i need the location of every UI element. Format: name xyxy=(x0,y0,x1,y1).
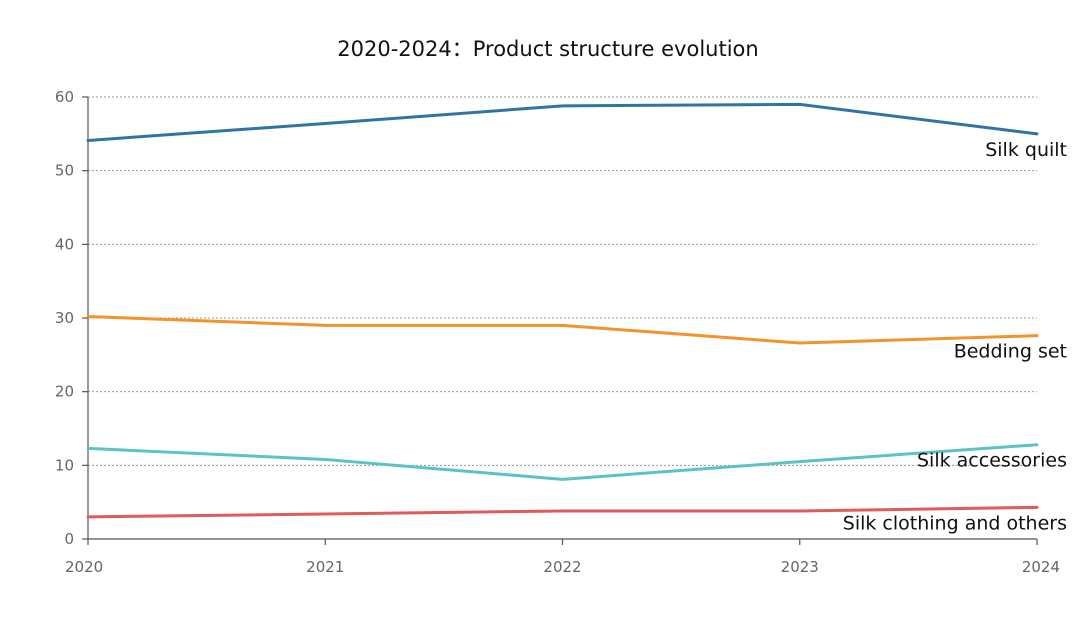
x-tick-label: 2020 xyxy=(65,558,103,576)
y-tick-label: 40 xyxy=(55,235,74,253)
series-lines xyxy=(86,102,1039,519)
series-line-silk-accessories xyxy=(86,443,1039,481)
series-label: Silk quilt xyxy=(985,139,1067,161)
x-tick-label: 2023 xyxy=(781,558,819,576)
series-line-bedding-set xyxy=(86,315,1039,345)
series-label: Silk clothing and others xyxy=(843,512,1067,534)
chart-title: 2020-2024：Product structure evolution xyxy=(337,37,758,61)
series-label: Silk accessories xyxy=(917,450,1067,472)
y-tick-label: 10 xyxy=(55,456,74,474)
axes: 0 10 20 30 40 50 60 2020 2021 2022 2023 2024 xyxy=(55,88,1060,576)
x-tick-label: 2022 xyxy=(543,558,581,576)
series-labels: Silk quilt Bedding set Silk accessories Sil… xyxy=(843,139,1067,534)
y-tick-label: 50 xyxy=(55,162,74,180)
series-line-silk-clothing-and-others xyxy=(86,505,1039,519)
series-line-silk-quilt xyxy=(86,102,1039,142)
y-tick-label: 0 xyxy=(64,530,74,548)
grid-lines xyxy=(88,96,1037,466)
y-tick-label: 30 xyxy=(55,309,74,327)
y-tick-label: 60 xyxy=(55,88,74,106)
x-tick-label: 2021 xyxy=(306,558,344,576)
x-tick-label: 2024 xyxy=(1022,558,1060,576)
y-tick-label: 20 xyxy=(55,383,74,401)
series-label: Bedding set xyxy=(954,341,1067,363)
